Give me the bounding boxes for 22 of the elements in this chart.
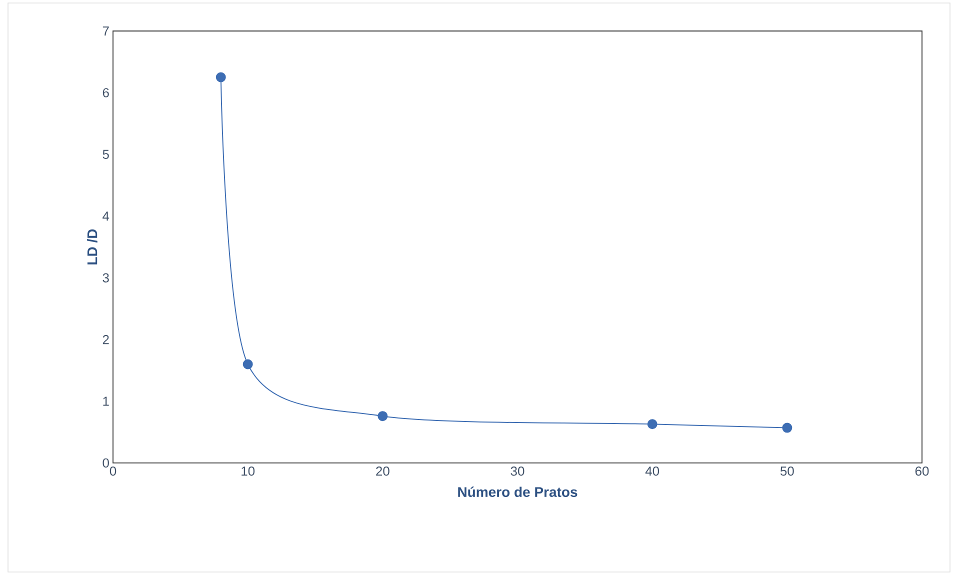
point bbox=[216, 72, 226, 82]
x-tick-label: 60 bbox=[915, 466, 929, 476]
x-tick-label: 20 bbox=[376, 466, 390, 476]
x-tick-label: 10 bbox=[242, 466, 255, 476]
y-axis-title: LD /D bbox=[86, 229, 98, 264]
y-tick-label: 3 bbox=[102, 273, 109, 282]
y-tick-label: 5 bbox=[102, 150, 109, 159]
x-tick-label: 50 bbox=[780, 466, 794, 476]
y-tick-label: 4 bbox=[102, 212, 110, 221]
y-tick-label: 2 bbox=[102, 335, 109, 344]
point bbox=[782, 422, 792, 433]
y-tick-label: 7 bbox=[102, 26, 109, 36]
point bbox=[378, 411, 388, 422]
y-tick-label: 6 bbox=[102, 88, 109, 98]
y-tick-label: 0 bbox=[102, 458, 109, 468]
x-axis-title: Número de Pratos bbox=[458, 486, 578, 497]
y-tick-label: 1 bbox=[103, 396, 109, 406]
x-tick-label: 30 bbox=[510, 466, 524, 476]
x-tick-label: 40 bbox=[645, 466, 660, 476]
x-tick-label: 0 bbox=[110, 466, 116, 476]
point bbox=[647, 419, 658, 430]
point bbox=[242, 359, 253, 370]
